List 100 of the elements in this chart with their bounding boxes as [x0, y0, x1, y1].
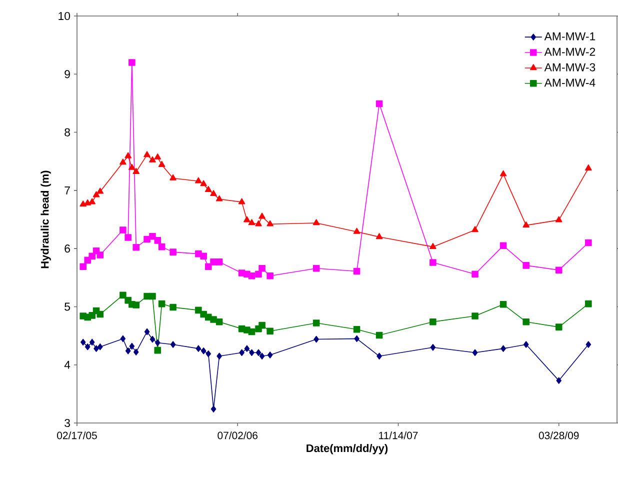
x-tick-label: 03/28/09	[538, 432, 579, 440]
y-tick-label: 4	[64, 360, 70, 369]
point	[149, 156, 156, 162]
point	[80, 200, 87, 207]
point	[92, 191, 100, 198]
point	[154, 346, 162, 354]
point	[210, 406, 216, 412]
point	[266, 328, 274, 335]
point	[500, 345, 506, 352]
point	[376, 352, 382, 360]
point	[522, 318, 530, 326]
point	[255, 220, 262, 226]
point	[522, 262, 530, 269]
point	[128, 164, 136, 170]
point	[89, 338, 95, 346]
point	[586, 341, 592, 348]
point	[88, 252, 96, 260]
y-tick-label: 10	[58, 12, 70, 20]
point	[376, 233, 383, 240]
point	[248, 328, 256, 336]
point	[584, 164, 592, 170]
point	[120, 226, 126, 234]
point	[249, 349, 254, 356]
point	[210, 258, 217, 266]
point	[500, 301, 507, 308]
point	[206, 350, 212, 358]
y-tick-label: 8	[64, 128, 70, 136]
point	[120, 158, 126, 165]
point	[149, 232, 156, 240]
point	[430, 242, 436, 249]
y-tick-label: 3	[64, 418, 70, 428]
point	[585, 239, 592, 246]
point	[312, 320, 320, 326]
point	[259, 352, 265, 360]
point	[97, 343, 103, 350]
x-tick-label: 11/14/07	[379, 432, 418, 440]
point	[80, 263, 86, 270]
point	[125, 348, 131, 354]
point	[239, 349, 244, 356]
point	[266, 272, 274, 280]
point	[258, 264, 266, 272]
point	[255, 270, 262, 278]
point	[248, 219, 256, 226]
point	[312, 219, 320, 226]
point	[200, 348, 206, 354]
point	[500, 242, 507, 250]
y-tick-label: 7	[64, 186, 70, 194]
point	[154, 237, 162, 244]
point	[472, 270, 478, 278]
point	[94, 345, 99, 352]
point	[128, 59, 136, 66]
point	[266, 220, 274, 226]
point	[430, 344, 436, 351]
point	[88, 198, 96, 204]
point	[555, 266, 562, 274]
point	[353, 228, 360, 234]
point	[430, 259, 436, 266]
point	[195, 306, 202, 314]
point	[312, 264, 320, 272]
point	[216, 318, 223, 326]
point	[133, 348, 139, 356]
point	[258, 212, 266, 219]
point	[124, 152, 132, 158]
point	[170, 174, 176, 180]
point	[200, 252, 207, 260]
point	[154, 153, 162, 160]
point	[129, 342, 135, 350]
point	[267, 352, 273, 358]
legend-label: AM-MW-4	[544, 78, 596, 87]
point	[376, 100, 383, 108]
y-tick-label: 6	[64, 244, 70, 253]
point	[120, 335, 126, 342]
point	[144, 151, 150, 158]
point	[376, 332, 383, 339]
point	[96, 310, 104, 318]
point	[244, 345, 250, 352]
point	[210, 190, 217, 196]
point	[555, 324, 562, 330]
point	[120, 292, 126, 298]
point	[216, 352, 222, 360]
point	[204, 186, 212, 192]
point	[154, 339, 160, 346]
point	[238, 198, 246, 204]
point	[124, 234, 132, 241]
x-tick-label: 07/02/06	[218, 432, 258, 440]
point	[195, 177, 202, 184]
point	[96, 252, 104, 258]
point	[80, 338, 86, 346]
point	[244, 216, 250, 222]
point	[500, 170, 507, 176]
legend-label: AM-MW-2	[544, 48, 596, 56]
y-tick-label: 9	[64, 70, 70, 78]
point	[256, 349, 262, 356]
point	[96, 188, 104, 194]
point	[132, 168, 140, 174]
point	[149, 292, 156, 300]
point	[132, 302, 140, 308]
point	[472, 349, 478, 356]
x-axis-title: Date(mm/dd/yy)	[306, 444, 388, 454]
x-tick-label: 02/17/05	[57, 432, 97, 440]
